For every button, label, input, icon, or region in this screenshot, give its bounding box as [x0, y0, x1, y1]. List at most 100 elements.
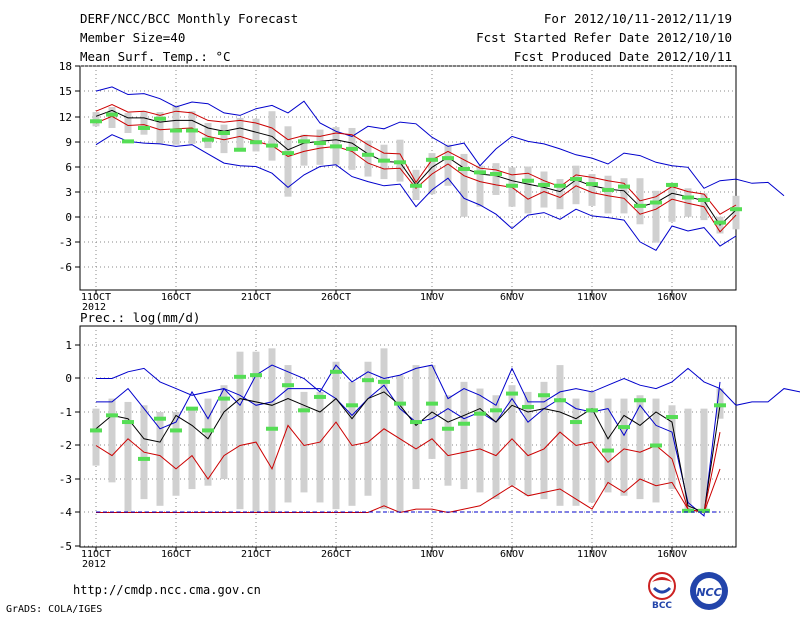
- temp-mean-mark: [138, 125, 150, 130]
- temp-mean-mark: [250, 140, 262, 145]
- temp-spread-box: [620, 178, 628, 214]
- temp-line-upper: [95, 103, 737, 215]
- temp-xtick-label: 6NOV: [500, 292, 524, 303]
- prec-mean-mark: [538, 393, 550, 398]
- temp-xtick-label: 11NOV: [577, 292, 607, 303]
- prec-ytick-label: 1: [65, 339, 72, 352]
- ncc-logo-text: NCC: [696, 586, 721, 599]
- prec-mean-mark: [266, 426, 278, 431]
- temp-spread-box: [444, 144, 452, 186]
- temp-spread-box: [300, 134, 308, 166]
- temp-mean-mark: [234, 147, 246, 152]
- footer-url[interactable]: http://cmdp.ncc.cma.gov.cn: [73, 583, 261, 597]
- prec-spread-box: [364, 361, 372, 496]
- temp-ytick-label: 3: [65, 186, 72, 199]
- temp-mean-mark: [410, 183, 422, 188]
- prec-mean-mark: [506, 391, 518, 396]
- temp-mean-mark: [122, 139, 134, 144]
- prec-mean-mark: [138, 456, 150, 461]
- prec-xtick-label: 1NOV: [420, 549, 444, 560]
- prec-mean-mark: [650, 443, 662, 448]
- temp-mean-mark: [474, 170, 486, 175]
- prec-spread-box: [172, 412, 180, 496]
- prec-spread-box: [348, 381, 356, 506]
- temp-mean-mark: [298, 139, 310, 144]
- prec-spread-box: [588, 391, 596, 503]
- temp-spread-box: [460, 153, 468, 217]
- temp-spread-box: [172, 105, 180, 145]
- prec-spread-box: [540, 381, 548, 500]
- temp-spread-box: [540, 171, 548, 208]
- prec-spread-box: [252, 351, 260, 513]
- prec-spread-box: [604, 398, 612, 493]
- temp-ytick-label: 6: [65, 161, 72, 174]
- prec-spread-box: [332, 361, 340, 510]
- prec-spread-box: [316, 391, 324, 503]
- prec-mean-mark: [282, 383, 294, 388]
- temp-spread-box: [364, 140, 372, 177]
- temp-mean-mark: [330, 144, 342, 149]
- temp-mean-mark: [602, 187, 614, 192]
- temp-mean-mark: [154, 116, 166, 121]
- temp-mean-mark: [346, 146, 358, 151]
- temp-mean-mark: [282, 151, 294, 156]
- prec-spread-box: [556, 365, 564, 506]
- prec-mean-mark: [234, 374, 246, 379]
- temp-ytick-label: 12: [59, 111, 72, 124]
- variable-label: Mean Surf. Temp.: °C: [80, 49, 231, 64]
- prec-spread-box: [412, 365, 420, 490]
- prec-line-lower_bound: [96, 468, 721, 514]
- temp-xtick-label: 16OCT: [161, 292, 191, 303]
- temp-mean-mark: [442, 156, 454, 161]
- prec-spread-box: [108, 398, 116, 483]
- prec-spread-box: [620, 398, 628, 496]
- prec-mean-mark: [170, 428, 182, 433]
- prec-spread-box: [652, 398, 660, 503]
- temp-x-year: 2012: [82, 302, 106, 313]
- prec-spread-box: [284, 365, 292, 503]
- temp-mean-mark: [682, 195, 694, 200]
- prec-spread-box: [156, 412, 164, 506]
- temp-mean-mark: [314, 141, 326, 146]
- footer-credit: GrADS: COLA/IGES: [6, 604, 103, 615]
- temp-spread-box: [732, 195, 740, 230]
- prec-mean-mark: [570, 420, 582, 425]
- prec-spread-box: [204, 398, 212, 486]
- prec-mean-mark: [410, 420, 422, 425]
- prec-mean-mark: [490, 408, 502, 413]
- prec-mean-mark: [346, 403, 358, 408]
- prec-xtick-label: 11OCT: [81, 549, 111, 560]
- prec-xtick-label: 16OCT: [161, 549, 191, 560]
- temp-spread-box: [668, 184, 676, 222]
- prec-spread-box: [188, 408, 196, 490]
- temp-spread-box: [252, 118, 260, 152]
- temp-mean-mark: [362, 152, 374, 157]
- prec-mean-mark: [218, 396, 230, 401]
- temp-mean-mark: [490, 172, 502, 177]
- prec-mean-mark: [250, 373, 262, 378]
- prec-mean-mark: [330, 369, 342, 374]
- temp-mean-mark: [666, 182, 678, 187]
- temp-mean-mark: [202, 137, 214, 142]
- prec-spread-box: [396, 375, 404, 513]
- temp-spread-box: [652, 190, 660, 243]
- prec-xtick-label: 21OCT: [241, 549, 271, 560]
- prec-mean-mark: [618, 425, 630, 430]
- prec-mean-mark: [554, 398, 566, 403]
- prec-spread-box: [236, 351, 244, 510]
- prec-mean-mark: [682, 508, 694, 513]
- temp-mean-mark: [634, 203, 646, 208]
- prec-mean-mark: [378, 379, 390, 384]
- temp-mean-mark: [586, 182, 598, 187]
- temp-spread-box: [684, 188, 692, 217]
- prec-x-year: 2012: [82, 559, 106, 570]
- prec-mean-mark: [154, 416, 166, 421]
- temp-spread-box: [236, 117, 244, 151]
- temp-mean-mark: [106, 112, 118, 117]
- prec-spread-box: [636, 395, 644, 500]
- temp-xtick-label: 26OCT: [321, 292, 351, 303]
- temp-spread-box: [156, 112, 164, 144]
- temp-mean-mark: [186, 128, 198, 133]
- temp-spread-box: [220, 124, 228, 154]
